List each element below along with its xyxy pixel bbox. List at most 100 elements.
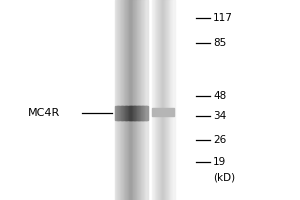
- Bar: [136, 0, 138, 200]
- Bar: [122, 0, 124, 200]
- Bar: [160, 0, 161, 200]
- Bar: [154, 0, 156, 200]
- Bar: [130, 106, 131, 120]
- Bar: [128, 106, 129, 120]
- Bar: [132, 106, 133, 120]
- Bar: [123, 106, 124, 120]
- Bar: [135, 106, 136, 120]
- Bar: [126, 0, 128, 200]
- Bar: [164, 0, 165, 200]
- Bar: [142, 0, 143, 200]
- Bar: [124, 0, 125, 200]
- Bar: [144, 106, 145, 120]
- Bar: [133, 106, 134, 120]
- Bar: [142, 106, 143, 120]
- Bar: [172, 0, 174, 200]
- Bar: [170, 0, 172, 200]
- Bar: [137, 106, 139, 120]
- Text: 48: 48: [213, 91, 226, 101]
- Bar: [137, 0, 139, 200]
- Bar: [140, 0, 141, 200]
- Bar: [155, 0, 157, 200]
- Bar: [159, 0, 160, 200]
- Bar: [166, 0, 167, 200]
- Bar: [158, 0, 160, 200]
- Bar: [118, 106, 119, 120]
- Bar: [154, 0, 155, 200]
- Bar: [122, 106, 124, 120]
- Bar: [169, 0, 170, 200]
- Bar: [117, 106, 119, 120]
- Bar: [134, 0, 136, 200]
- Bar: [157, 0, 159, 200]
- Bar: [156, 0, 158, 200]
- Bar: [165, 0, 166, 200]
- Bar: [138, 0, 140, 200]
- Bar: [171, 0, 173, 200]
- Bar: [120, 106, 121, 120]
- Text: (kD): (kD): [213, 173, 235, 183]
- Bar: [135, 0, 136, 200]
- Text: 26: 26: [213, 135, 226, 145]
- Bar: [131, 106, 132, 120]
- Bar: [119, 0, 120, 200]
- Bar: [153, 0, 154, 200]
- Bar: [117, 106, 118, 120]
- Bar: [121, 106, 122, 120]
- Bar: [134, 106, 136, 120]
- Bar: [132, 0, 133, 200]
- Bar: [136, 106, 137, 120]
- Bar: [145, 0, 146, 200]
- Bar: [169, 0, 171, 200]
- Bar: [124, 0, 126, 200]
- Bar: [125, 106, 127, 120]
- Bar: [143, 106, 144, 120]
- Bar: [136, 106, 138, 120]
- Bar: [141, 0, 143, 200]
- Bar: [131, 0, 132, 200]
- Bar: [143, 0, 144, 200]
- Bar: [163, 0, 164, 200]
- Bar: [167, 0, 168, 200]
- Bar: [145, 106, 146, 120]
- Bar: [122, 0, 123, 200]
- Bar: [152, 108, 174, 116]
- Bar: [123, 0, 124, 200]
- Text: MC4R: MC4R: [28, 108, 60, 118]
- Bar: [161, 0, 162, 200]
- Bar: [129, 106, 130, 120]
- Bar: [115, 0, 116, 200]
- Bar: [141, 106, 143, 120]
- Bar: [125, 0, 127, 200]
- Bar: [164, 0, 166, 200]
- Bar: [138, 106, 140, 120]
- Bar: [116, 106, 117, 120]
- Bar: [121, 0, 122, 200]
- Bar: [136, 0, 137, 200]
- Bar: [139, 106, 140, 120]
- Bar: [134, 0, 135, 200]
- Bar: [140, 106, 141, 120]
- Bar: [128, 0, 129, 200]
- Bar: [146, 0, 148, 200]
- Bar: [124, 106, 125, 120]
- Bar: [173, 0, 175, 200]
- Bar: [144, 0, 145, 200]
- Bar: [119, 106, 120, 120]
- Bar: [139, 0, 140, 200]
- Bar: [129, 0, 131, 200]
- Text: 117: 117: [213, 13, 233, 23]
- Bar: [126, 106, 128, 120]
- Bar: [152, 0, 153, 200]
- Bar: [130, 0, 131, 200]
- Text: 34: 34: [213, 111, 226, 121]
- Bar: [115, 106, 116, 120]
- Bar: [162, 0, 163, 200]
- Bar: [117, 0, 119, 200]
- Bar: [120, 0, 121, 200]
- Bar: [141, 106, 142, 120]
- Bar: [117, 0, 118, 200]
- Text: 19: 19: [213, 157, 226, 167]
- Bar: [127, 0, 128, 200]
- Bar: [122, 106, 123, 120]
